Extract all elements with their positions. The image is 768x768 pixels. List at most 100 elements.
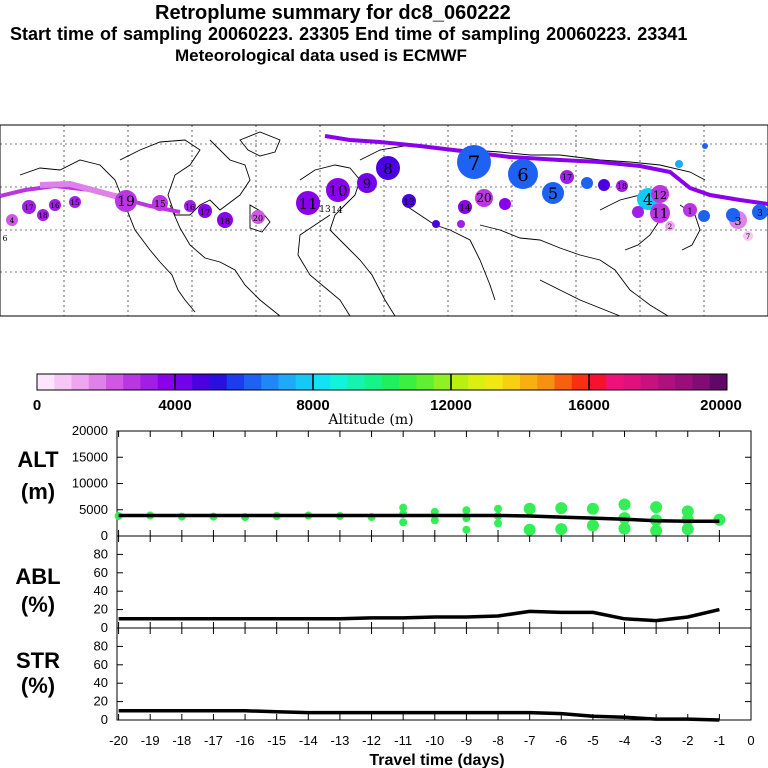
map-label: 13 [319,205,331,215]
plume-marker [581,177,593,189]
alt-point [462,506,471,515]
colorbar-tick: 4000 [158,397,191,414]
colorbar-cell [468,374,486,390]
alt-point [618,498,631,511]
map-label: 20 [253,214,263,223]
colorbar-cell [347,374,366,390]
plume-marker [752,204,768,220]
alt-point [586,519,599,532]
y-tick-label: 80 [94,638,108,653]
plume-marker [698,210,710,222]
x-tick-label: -8 [492,733,504,748]
plume-marker [152,195,168,211]
y-tick-label: 10000 [72,476,108,491]
panel-label: STR [16,648,60,673]
x-tick-label: -13 [331,733,350,748]
plume-marker [683,203,697,217]
plume-marker [702,143,708,149]
x-tick-label: -9 [461,733,473,748]
colorbar-cell [313,374,331,390]
plume-marker [743,231,753,241]
map-label: 16 [185,203,195,212]
colorbar-cell [640,374,659,390]
plume-marker [376,156,400,180]
map-label: 3 [757,209,763,219]
colorbar-cell [278,374,297,390]
panel-unit: (%) [21,673,55,698]
colorbar-cell [537,374,555,390]
alt-point [681,505,694,518]
map-label: 7 [468,151,481,175]
x-axis-label: Travel time (days) [369,752,504,768]
y-tick-label: 20000 [72,423,108,438]
colorbar-cell [399,374,417,390]
colorbar-cell [675,374,693,390]
plume-marker [616,180,628,192]
alt-point [430,516,439,525]
map-label: 10 [328,182,347,200]
y-tick-label: 60 [94,657,108,672]
map-label: 17 [200,208,210,217]
colorbar-cell [244,374,262,390]
map-label: 11 [298,195,317,213]
colorbar-cell [54,374,72,390]
x-tick-label: -17 [204,733,223,748]
map-label: 4 [10,217,15,225]
map-label: 18 [39,212,48,220]
colorbar-cell [382,374,400,390]
panel-abl: 0 20 40 60 80 ABL (%) [15,535,752,635]
plume-marker [457,220,465,228]
panel-str: 0 20 40 60 80 STR(%) [16,627,752,727]
plume-marker [198,204,212,218]
alt-point [523,502,536,515]
map-label: 8 [383,160,393,178]
colorbar-label: Altitude (m) [327,412,413,428]
plume-marker [402,194,416,208]
colorbar-cell [123,374,141,390]
alt-point [555,502,568,515]
x-tick-label: -20 [109,733,128,748]
plume-marker [542,182,564,204]
x-tick-label: -11 [394,733,412,748]
map-label: 14 [331,206,343,216]
colorbar-tick: 8000 [296,397,329,414]
panel-label: ABL [15,564,60,589]
x-tick-label: -19 [141,733,160,748]
y-tick-label: 40 [94,675,108,690]
panel-label: ALT [17,447,59,472]
plume-marker [632,206,644,218]
map-label: 17 [25,204,34,212]
alt-point [681,523,694,536]
colorbar-tick: 12000 [430,397,472,414]
page-title: Retroplume summary for dc8_060222 [155,2,511,24]
colorbar-tick: 20000 [700,397,742,414]
panel-unit: (%) [21,592,55,617]
colorbar: 0 4000 8000 12000 16000 20000 Altitude (… [33,373,742,428]
map-label: 6 [2,234,7,243]
alt-point [399,503,408,512]
x-tick-label: -6 [555,733,567,748]
colorbar-cell [209,374,228,390]
trajectory-map: 7 6 5 4 8 9 10 11 11 12 13 14 14 13 15 1… [0,124,768,317]
map-label: 7 [746,233,750,241]
y-tick-label: 40 [94,583,108,598]
panel-unit: (m) [21,479,55,504]
alt-point [494,519,503,528]
colorbar-frame [36,373,728,391]
alt-point [618,522,631,535]
colorbar-cell [554,374,573,390]
plume-marker [326,178,350,202]
plume-marker [22,200,36,214]
colorbar-cell [589,374,607,390]
colorbar-cell [330,374,348,390]
x-tick-label: -7 [524,733,536,748]
colorbar-cell [261,374,279,390]
y-tick-label: 5000 [79,502,108,517]
plume-marker [217,212,233,228]
x-tick-label: -2 [682,733,694,748]
map-label: 18 [220,217,230,226]
series-line [118,607,720,623]
x-tick-label: -1 [714,733,726,748]
colorbar-cell [175,374,193,390]
y-tick-label: 0 [101,620,108,635]
